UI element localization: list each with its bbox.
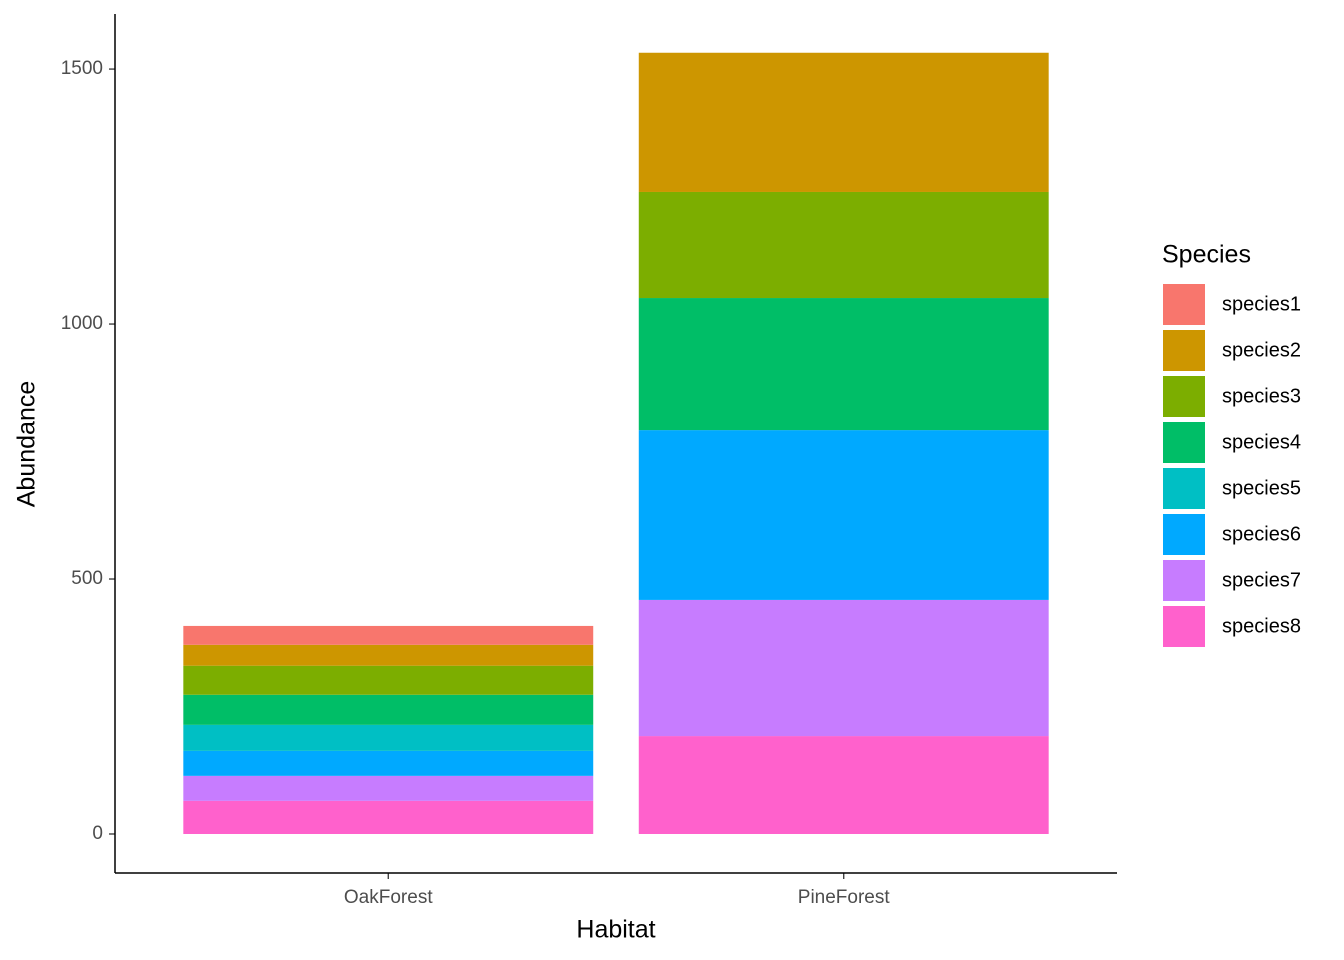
bar-segment [183, 665, 594, 695]
legend-key [1163, 422, 1205, 463]
legend-key [1163, 560, 1205, 601]
bar-segment [638, 191, 1049, 299]
y-tick-label: 0 [92, 823, 103, 844]
legend-title: Species [1162, 241, 1251, 269]
bar-segment [638, 298, 1049, 431]
bar-segment [638, 599, 1049, 737]
bar-segment [638, 430, 1049, 600]
legend-label: species2 [1222, 339, 1301, 361]
bar-segment [183, 625, 594, 645]
y-tick-label: 1000 [61, 313, 103, 334]
bar-segment [183, 775, 594, 801]
legend-label: species3 [1222, 385, 1301, 407]
legend-key [1163, 330, 1205, 371]
legend-key [1163, 514, 1205, 555]
legend-label: species4 [1222, 431, 1301, 453]
legend-key [1163, 376, 1205, 417]
legend-label: species8 [1222, 615, 1301, 637]
y-tick-label: 500 [71, 568, 103, 589]
bar-segment [183, 800, 594, 834]
legend-label: species6 [1222, 523, 1301, 545]
x-tick-label: PineForest [798, 887, 891, 908]
legend-key [1163, 468, 1205, 509]
bar-segment [638, 52, 1049, 192]
x-axis-title: Habitat [576, 916, 655, 944]
legend-label: species7 [1222, 569, 1301, 591]
legend-label: species1 [1222, 293, 1301, 315]
bar-segment [638, 736, 1049, 834]
bar-segment [183, 644, 594, 666]
y-tick-label: 1500 [61, 58, 103, 79]
legend-label: species5 [1222, 477, 1301, 499]
bar-segment [183, 724, 594, 751]
legend-key [1163, 284, 1205, 325]
y-axis-title: Abundance [13, 381, 41, 508]
bar-segment [183, 694, 594, 725]
x-tick-label: OakForest [344, 887, 433, 908]
bar-segment [183, 750, 594, 776]
legend-key [1163, 606, 1205, 647]
